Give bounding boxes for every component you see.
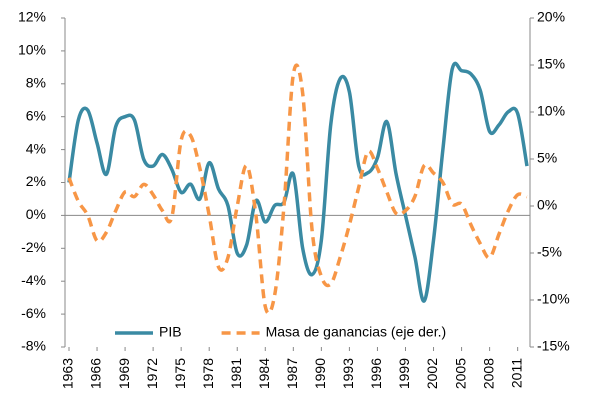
y-tick-label: 12% — [18, 9, 46, 25]
x-tick-label: 1993 — [340, 358, 356, 389]
y2-tick-label: -15% — [537, 338, 570, 354]
x-tick-label: 1981 — [228, 358, 244, 389]
x-tick-label: 1990 — [312, 358, 328, 389]
y-tick-label: 0% — [26, 206, 46, 222]
series-line — [67, 61, 529, 303]
y-tick-label: 2% — [26, 173, 46, 189]
y-tick-label: 4% — [26, 140, 46, 156]
x-tick-label: 2008 — [480, 358, 496, 389]
y-tick-label: -4% — [21, 272, 46, 288]
y2-tick-label: -10% — [537, 291, 570, 307]
x-tick-label: 1966 — [88, 358, 104, 389]
y2-tick-label: 10% — [537, 103, 565, 119]
y-tick-label: -2% — [21, 239, 46, 255]
y2-tick-label: 20% — [537, 9, 565, 25]
y-tick-label: -6% — [21, 305, 46, 321]
legend-label: PIB — [159, 324, 182, 340]
x-tick-label: 1999 — [396, 358, 412, 389]
y-tick-label: 6% — [26, 107, 46, 123]
x-tick-label: 1984 — [256, 358, 272, 389]
x-tick-label: 1978 — [200, 358, 216, 389]
x-tick-label: 1987 — [284, 358, 300, 389]
legend-label: Masa de ganancias (eje der.) — [266, 324, 447, 340]
x-tick-label: 1969 — [116, 358, 132, 389]
y-tick-label: -8% — [21, 338, 46, 354]
legend-box — [108, 322, 508, 344]
x-tick-label: 1972 — [144, 358, 160, 389]
x-tick-label: 1975 — [172, 358, 188, 389]
legend: PIB Masa de ganancias (eje der.) — [108, 322, 508, 344]
x-tick-label: 1996 — [368, 358, 384, 389]
x-tick-label: 2002 — [424, 358, 440, 389]
x-tick-label: 2011 — [508, 358, 524, 388]
y-tick-label: 10% — [18, 42, 46, 58]
series-line — [67, 63, 528, 316]
y2-tick-label: 0% — [537, 197, 557, 213]
x-tick-label: 1963 — [60, 358, 76, 389]
x-tick-label: 2005 — [452, 358, 468, 389]
y-tick-label: 8% — [26, 75, 46, 91]
y2-tick-label: -5% — [537, 244, 562, 260]
y2-tick-label: 5% — [537, 150, 557, 166]
y2-tick-label: 15% — [537, 56, 565, 72]
